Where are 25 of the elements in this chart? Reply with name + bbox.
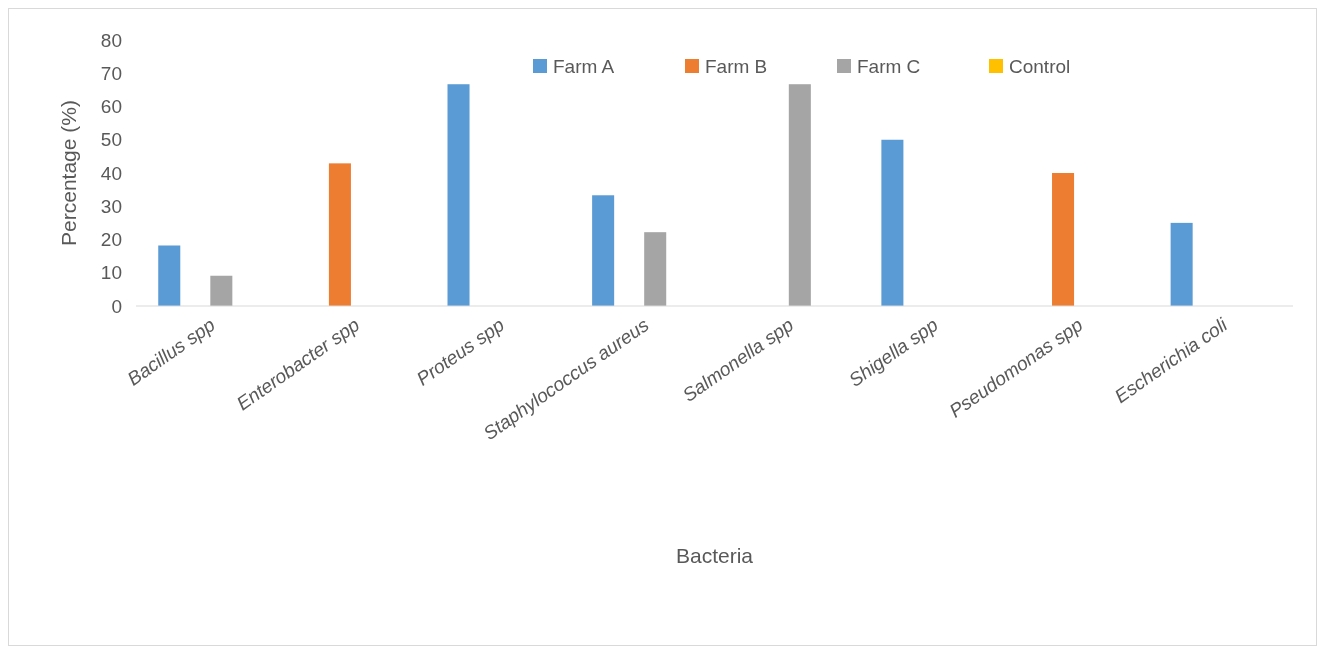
bar [1052, 173, 1075, 306]
bar [210, 275, 233, 306]
legend-label: Farm C [857, 55, 921, 77]
y-tick-label: 0 [111, 295, 122, 317]
bar [447, 84, 470, 306]
y-tick-label: 70 [100, 62, 122, 84]
y-tick-label: 30 [100, 195, 122, 217]
legend-label: Farm A [553, 55, 615, 77]
bar [644, 232, 667, 306]
legend-label: Control [1009, 55, 1071, 77]
y-tick-label: 10 [100, 262, 122, 284]
y-tick-label: 20 [100, 229, 122, 251]
bar [881, 139, 904, 306]
y-tick-label: 50 [100, 129, 122, 151]
legend-label: Farm B [705, 55, 768, 77]
y-tick-label: 80 [100, 29, 122, 51]
y-tick-label: 40 [100, 162, 122, 184]
bar [158, 245, 181, 306]
bar [592, 195, 615, 306]
y-axis-title: Percentage (%) [57, 100, 80, 246]
x-axis-title: Bacteria [675, 544, 754, 567]
bar [788, 84, 811, 306]
bar [1170, 222, 1193, 306]
bar [328, 163, 351, 306]
y-tick-label: 60 [100, 96, 122, 118]
